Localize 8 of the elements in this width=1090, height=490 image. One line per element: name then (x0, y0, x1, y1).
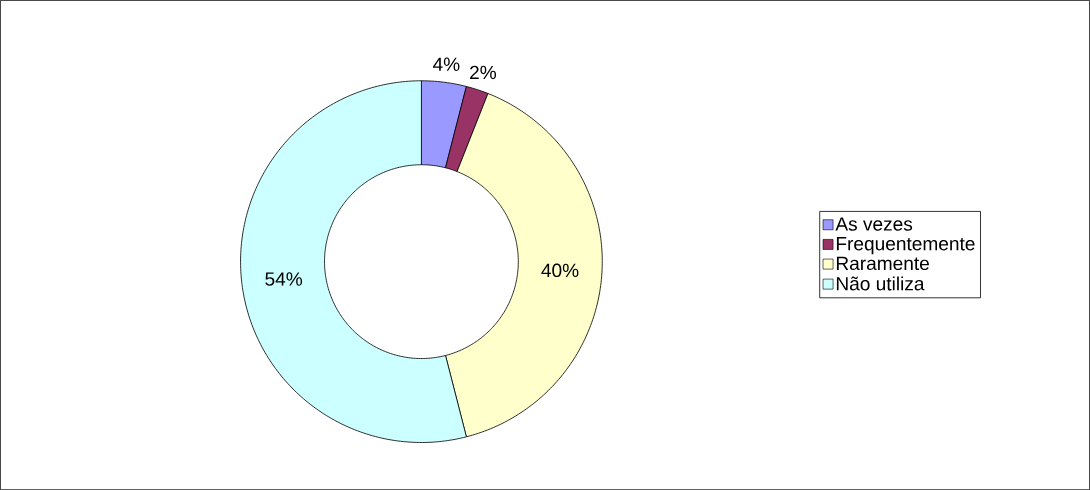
data-label: 2% (470, 65, 497, 80)
legend-label: Não utiliza (836, 276, 925, 291)
legend-label: Frequentemente (836, 237, 975, 255)
legend-label: Raramente (836, 256, 929, 271)
data-label: 54% (265, 272, 303, 286)
legend-label: As vezes (835, 217, 913, 231)
data-label: 40% (541, 263, 579, 278)
data-label: 4% (433, 57, 460, 71)
